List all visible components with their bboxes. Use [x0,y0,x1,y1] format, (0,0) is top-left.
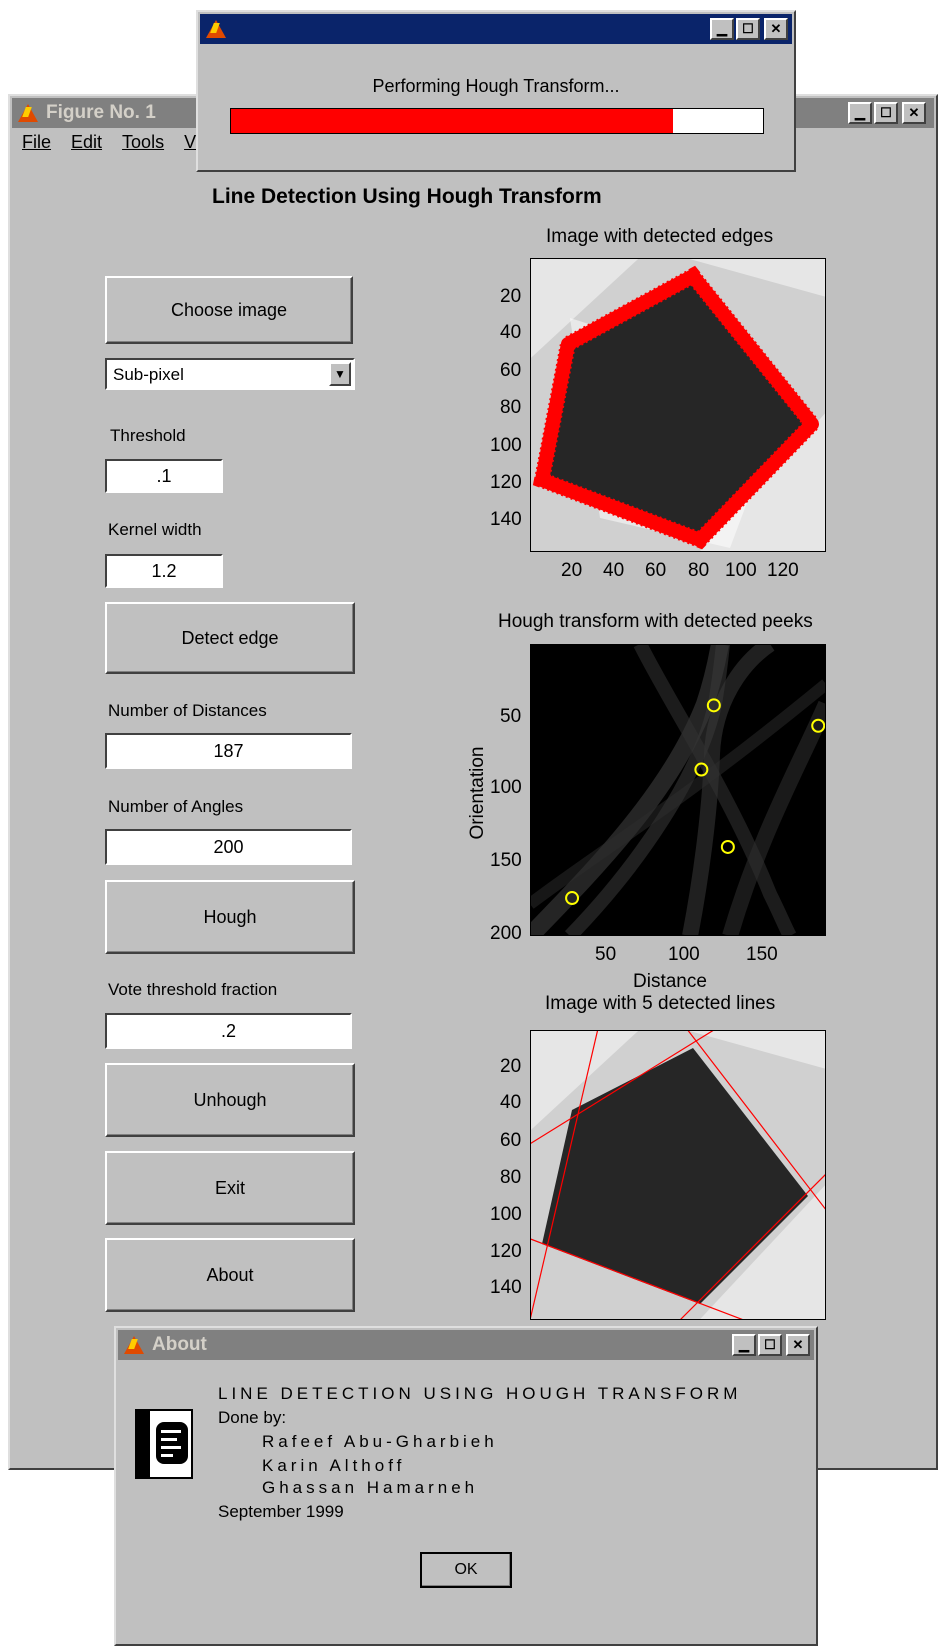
hough-ytick: 50 [500,706,522,727]
ok-button[interactable]: OK [420,1552,512,1588]
about-date: September 1999 [218,1502,344,1521]
hough-peak-marker [720,839,735,854]
lines-ytick: 20 [500,1056,522,1077]
edges-ytick: 80 [500,397,522,418]
info-doc-icon [135,1409,193,1479]
hough-peak-marker [694,762,709,777]
menu-edit[interactable]: Edit [71,132,103,152]
hough-peak-marker [565,891,580,906]
progress-message: Performing Hough Transform... [372,76,620,96]
detect-edge-button[interactable]: Detect edge [105,602,355,674]
about-author: Ghassan Hamarneh [262,1478,479,1497]
threshold-input[interactable]: .1 [105,459,223,493]
edges-xtick: 20 [561,560,583,581]
close-button[interactable]: ✕ [764,18,788,40]
lines-ytick: 60 [500,1130,522,1151]
num-angles-input[interactable]: 200 [105,829,352,865]
edges-xtick: 100 [725,560,757,581]
lines-ytick: 80 [500,1167,522,1188]
unhough-button[interactable]: Unhough [105,1063,355,1137]
exit-button[interactable]: Exit [105,1151,355,1225]
hough-plot-title: Hough transform with detected peeks [498,611,813,632]
hough-xtick: 50 [595,944,617,965]
edges-image-plot [530,258,826,552]
method-select[interactable]: Sub-pixel ▼ [105,358,355,390]
method-select-value: Sub-pixel [113,365,184,384]
detected-lines-plot [530,1030,826,1320]
about-button[interactable]: About [105,1238,355,1312]
about-title: About [152,1334,207,1355]
edges-ytick: 140 [490,509,522,530]
edges-ytick: 40 [500,322,522,343]
hough-ytick: 100 [490,777,522,798]
minimize-button[interactable]: ▁ [848,102,872,124]
hough-ytick: 150 [490,850,522,871]
menu-file[interactable]: File [22,132,52,152]
edges-ytick: 120 [490,472,522,493]
maximize-button[interactable]: ☐ [736,18,760,40]
hough-button[interactable]: Hough [105,880,355,954]
maximize-button[interactable]: ☐ [758,1334,782,1356]
hough-xtick: 150 [746,944,778,965]
hough-peak-marker [706,698,721,713]
progress-bar [230,108,764,134]
matlab-icon [122,1333,146,1357]
hough-transform-plot [530,644,826,936]
hough-ytick: 200 [490,923,522,944]
matlab-icon [16,101,40,125]
edges-xtick: 60 [645,560,667,581]
menu-bar: File Edit Tools V [22,132,196,153]
edges-xtick: 120 [767,560,799,581]
edges-xtick: 40 [603,560,625,581]
progress-titlebar[interactable]: ▁ ☐ ✕ [200,14,792,44]
page-title: Line Detection Using Hough Transform [212,185,602,208]
lines-ytick: 120 [490,1241,522,1262]
edges-plot-title: Image with detected edges [546,226,774,247]
chevron-down-icon[interactable]: ▼ [329,362,351,386]
edges-ytick: 20 [500,286,522,307]
menu-tools[interactable]: Tools [122,132,165,152]
about-titlebar[interactable]: About ▁ ☐ ✕ [118,1330,814,1360]
vote-threshold-input[interactable]: .2 [105,1013,352,1049]
lines-ytick: 100 [490,1204,522,1225]
lines-ytick: 140 [490,1277,522,1298]
about-author: Karin Althoff [262,1456,406,1475]
lines-ytick: 40 [500,1092,522,1113]
hough-xlabel: Distance [633,971,707,992]
progress-bar-fill [231,109,673,133]
choose-image-button[interactable]: Choose image [105,276,353,344]
num-distances-input[interactable]: 187 [105,733,352,769]
about-done-by: Done by: [218,1408,287,1427]
progress-window: ▁ ☐ ✕ Performing Hough Transform... [196,10,796,172]
figure-title: Figure No. 1 [46,102,156,123]
about-heading: LINE DETECTION USING HOUGH TRANSFORM [218,1384,742,1403]
close-button[interactable]: ✕ [786,1334,810,1356]
about-author: Rafeef Abu-Gharbieh [262,1432,498,1451]
edges-ytick: 60 [500,360,522,381]
menu-view[interactable]: V [184,132,197,152]
maximize-button[interactable]: ☐ [874,102,898,124]
edges-ytick: 100 [490,435,522,456]
lines-plot-title: Image with 5 detected lines [545,993,776,1014]
minimize-button[interactable]: ▁ [732,1334,756,1356]
close-button[interactable]: ✕ [902,102,926,124]
matlab-icon [204,17,228,41]
threshold-label: Threshold [110,426,186,445]
num-distances-label: Number of Distances [108,701,267,720]
edges-xtick: 80 [688,560,710,581]
kernel-width-label: Kernel width [108,520,202,539]
minimize-button[interactable]: ▁ [710,18,734,40]
hough-xtick: 100 [668,944,700,965]
hough-peak-marker [811,718,826,733]
vote-threshold-label: Vote threshold fraction [108,980,278,999]
about-window: About ▁ ☐ ✕ LINE DETECTION USING HOUGH T… [114,1326,818,1646]
hough-ylabel: Orientation [467,746,488,840]
num-angles-label: Number of Angles [108,797,244,816]
kernel-width-input[interactable]: 1.2 [105,554,223,588]
